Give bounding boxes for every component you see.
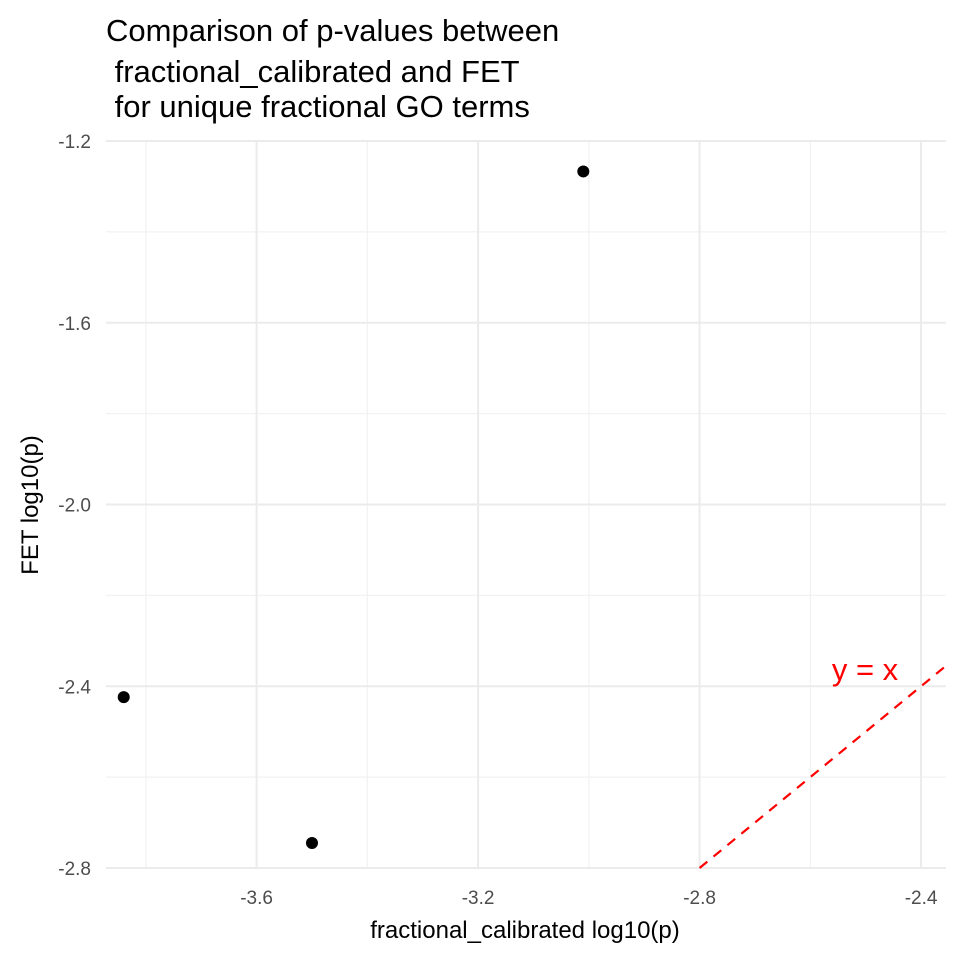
data-point <box>577 165 590 178</box>
y-tick-label: -2.8 <box>58 859 91 880</box>
chart-title-line-2: fractional_calibrated and FET <box>106 54 520 89</box>
x-axis-title: fractional_calibrated log10(p) <box>370 917 680 944</box>
reference-line-y-equals-x <box>698 664 947 869</box>
y-tick-label: -1.6 <box>58 314 91 335</box>
chart-title-line-3: for unique fractional GO terms <box>106 89 530 124</box>
x-tick-label: -2.8 <box>683 888 716 909</box>
chart-title-line-1: Comparison of p-values between <box>106 13 559 48</box>
y-axis-title: FET log10(p) <box>17 435 44 575</box>
points-layer <box>117 165 590 850</box>
data-point <box>117 691 130 704</box>
x-tick-label: -2.4 <box>905 888 938 909</box>
x-tick-label: -3.2 <box>462 888 495 909</box>
data-point <box>305 837 318 850</box>
grid-layer <box>106 140 946 869</box>
tick-label-layer: -3.6 -3.2 -2.8 -2.4 -2.8 -2.4 -2.0 -1.6 -1.2 <box>58 132 938 909</box>
y-tick-label: -2.0 <box>58 496 91 517</box>
reference-line-label: y = x <box>832 652 899 687</box>
x-tick-label: -3.6 <box>240 888 273 909</box>
y-tick-label: -1.2 <box>58 132 91 153</box>
reference-line-layer <box>698 664 947 869</box>
y-tick-label: -2.4 <box>58 677 91 698</box>
